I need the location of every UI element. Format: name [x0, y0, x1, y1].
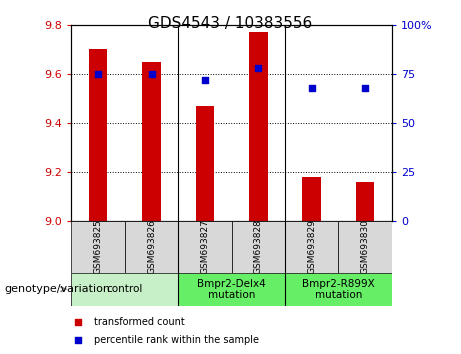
- Bar: [231, 221, 285, 273]
- Bar: [178, 221, 231, 273]
- Text: Bmpr2-R899X
mutation: Bmpr2-R899X mutation: [302, 279, 375, 300]
- Bar: [356, 182, 374, 221]
- Point: [254, 65, 262, 71]
- Bar: [71, 273, 178, 306]
- Bar: [285, 221, 338, 273]
- Text: transformed count: transformed count: [94, 318, 185, 327]
- Bar: [125, 221, 178, 273]
- Bar: [71, 221, 125, 273]
- Point: [361, 85, 369, 91]
- Text: GSM693829: GSM693829: [307, 219, 316, 274]
- Bar: [89, 49, 107, 221]
- Point: [201, 77, 209, 82]
- Text: GSM693826: GSM693826: [147, 219, 156, 274]
- Text: genotype/variation: genotype/variation: [5, 284, 111, 294]
- Bar: [285, 273, 392, 306]
- Bar: [142, 62, 161, 221]
- Point: [95, 71, 102, 77]
- Text: GSM693825: GSM693825: [94, 219, 103, 274]
- Bar: [338, 221, 392, 273]
- Bar: [178, 273, 285, 306]
- Text: GSM693828: GSM693828: [254, 219, 263, 274]
- Text: GSM693830: GSM693830: [361, 219, 370, 274]
- Bar: [302, 177, 321, 221]
- Point: [74, 320, 82, 325]
- Point: [148, 71, 155, 77]
- Bar: [249, 32, 268, 221]
- Text: GSM693827: GSM693827: [201, 219, 209, 274]
- Text: percentile rank within the sample: percentile rank within the sample: [94, 335, 259, 344]
- Text: Bmpr2-Delx4
mutation: Bmpr2-Delx4 mutation: [197, 279, 266, 300]
- Text: GDS4543 / 10383556: GDS4543 / 10383556: [148, 16, 313, 31]
- Point: [74, 337, 82, 342]
- Text: control: control: [106, 284, 143, 295]
- Point: [308, 85, 315, 91]
- Bar: [195, 106, 214, 221]
